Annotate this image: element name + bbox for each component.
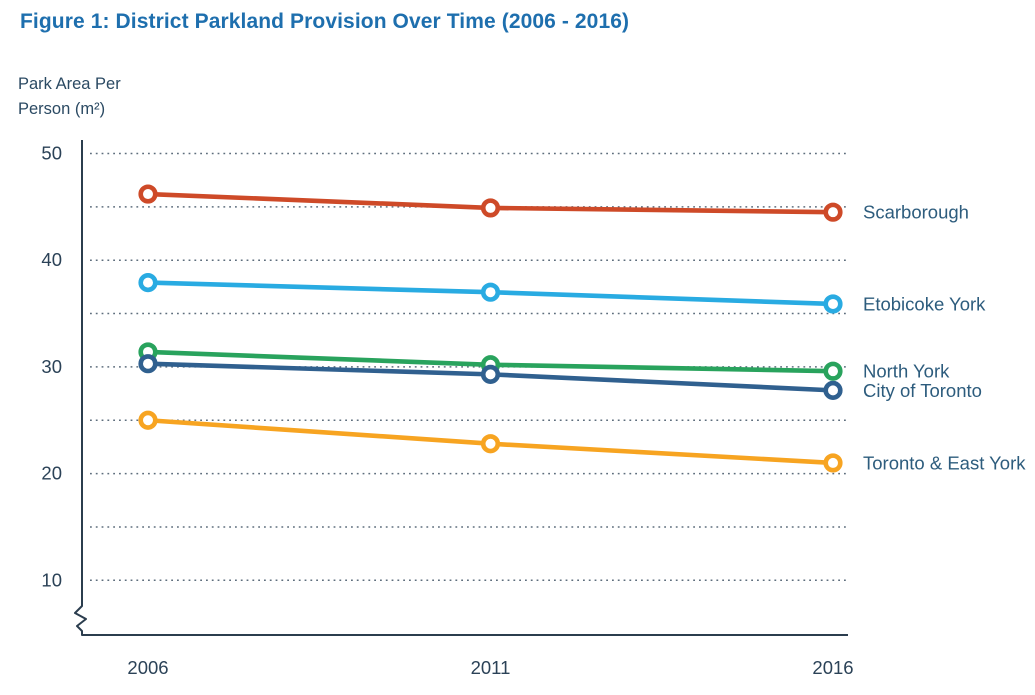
y-tick-label-30: 30 bbox=[41, 356, 62, 377]
series-marker-etobicoke-york-2011 bbox=[480, 282, 501, 302]
series-label-toronto-east-york: Toronto & East York bbox=[863, 452, 1026, 473]
series-marker-scarborough-2011 bbox=[480, 198, 501, 218]
series-marker-toronto-east-york-2006 bbox=[138, 410, 158, 430]
axis-lines-with-break bbox=[74, 140, 848, 636]
y-axis-title-line2: Person (m²) bbox=[18, 100, 106, 118]
x-tick-label-2016: 2016 bbox=[812, 657, 853, 678]
series-marker-city-of-toronto-2011 bbox=[480, 364, 501, 384]
y-axis-title: Park Area Per Person (m²) bbox=[18, 72, 121, 122]
series-label-north-york: North York bbox=[863, 361, 950, 382]
series-marker-toronto-east-york-2016 bbox=[823, 453, 843, 473]
series-label-city-of-toronto: City of Toronto bbox=[863, 380, 982, 401]
series-marker-etobicoke-york-2016 bbox=[823, 294, 843, 314]
y-tick-label-20: 20 bbox=[41, 463, 62, 484]
series-marker-scarborough-2016 bbox=[823, 202, 843, 222]
series-marker-toronto-east-york-2011 bbox=[480, 434, 501, 454]
x-tick-label-2006: 2006 bbox=[127, 657, 168, 678]
series-marker-etobicoke-york-2006 bbox=[138, 273, 158, 293]
series-marker-city-of-toronto-2006 bbox=[138, 354, 158, 374]
y-tick-label-10: 10 bbox=[41, 569, 62, 590]
x-tick-label-2011: 2011 bbox=[471, 657, 511, 678]
y-tick-label-50: 50 bbox=[41, 143, 62, 164]
series-marker-scarborough-2006 bbox=[138, 184, 158, 204]
series-label-scarborough: Scarborough bbox=[863, 202, 969, 223]
y-axis-title-line1: Park Area Per bbox=[18, 75, 121, 93]
series-marker-city-of-toronto-2016 bbox=[823, 380, 843, 400]
series-marker-north-york-2016 bbox=[823, 361, 843, 381]
y-tick-label-40: 40 bbox=[41, 249, 62, 270]
series-label-etobicoke-york: Etobicoke York bbox=[863, 293, 986, 314]
figure-title: Figure 1: District Parkland Provision Ov… bbox=[20, 10, 630, 33]
